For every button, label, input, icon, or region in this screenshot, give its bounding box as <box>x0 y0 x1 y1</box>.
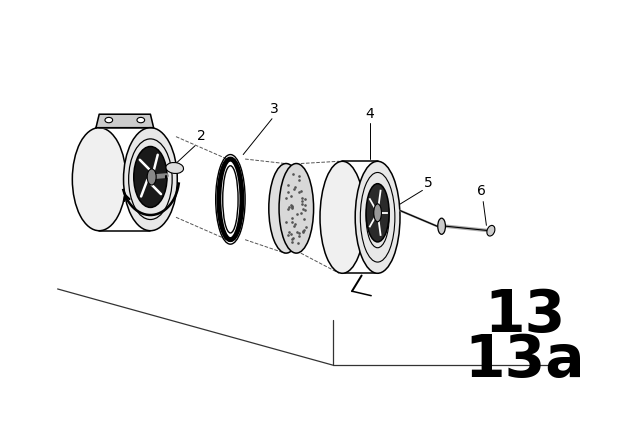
Ellipse shape <box>105 117 113 123</box>
Ellipse shape <box>166 163 184 173</box>
Polygon shape <box>96 114 154 128</box>
Text: 5: 5 <box>424 176 433 190</box>
Ellipse shape <box>366 184 389 242</box>
Ellipse shape <box>137 117 145 123</box>
Text: 13: 13 <box>484 287 565 345</box>
Ellipse shape <box>134 146 167 207</box>
Text: 2: 2 <box>197 129 206 143</box>
Text: 13a: 13a <box>465 332 585 389</box>
Ellipse shape <box>438 218 445 234</box>
Ellipse shape <box>320 161 365 273</box>
Ellipse shape <box>279 164 314 253</box>
Ellipse shape <box>355 161 400 273</box>
Ellipse shape <box>269 164 303 253</box>
Ellipse shape <box>487 225 495 236</box>
Ellipse shape <box>374 204 381 222</box>
Text: 6: 6 <box>477 185 486 198</box>
Ellipse shape <box>72 128 126 231</box>
Text: 4: 4 <box>365 107 374 121</box>
Ellipse shape <box>147 169 156 185</box>
Ellipse shape <box>223 166 238 233</box>
Ellipse shape <box>124 128 177 231</box>
Text: 3: 3 <box>269 103 278 116</box>
